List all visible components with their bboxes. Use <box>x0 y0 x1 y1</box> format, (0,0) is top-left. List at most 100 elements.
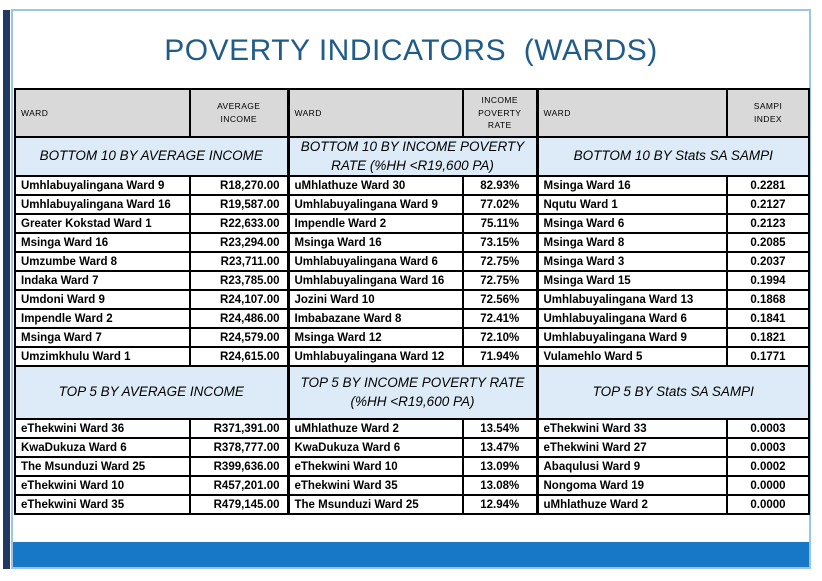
value-cell: R19,587.00 <box>189 194 289 215</box>
value-cell: 0.1771 <box>726 346 810 367</box>
ward-cell: eThekwini Ward 35 <box>286 475 464 496</box>
value-cell: 82.93% <box>462 175 538 196</box>
footer-accent-bar <box>13 542 809 567</box>
ward-cell: Indaka Ward 7 <box>14 270 191 291</box>
section-title-top5-income: TOP 5 BY AVERAGE INCOME <box>14 365 289 420</box>
col-header-sampi-index: SAMPI INDEX <box>726 88 810 138</box>
col-header-income-poverty-rate: INCOME POVERTY RATE <box>462 88 538 138</box>
ward-cell: Msinga Ward 15 <box>535 270 728 291</box>
poverty-indicators-table: WARD AVERAGE INCOME WARD INCOME POVERTY … <box>14 88 810 515</box>
ward-cell: uMhlathuze Ward 30 <box>286 175 464 196</box>
value-cell: 75.11% <box>462 213 538 234</box>
ward-cell: Umhlabuyalingana Ward 12 <box>286 346 464 367</box>
value-cell: 0.2037 <box>726 251 810 272</box>
table-row: eThekwini Ward 35 R479,145.00 The Msundu… <box>14 494 810 515</box>
value-cell: 0.2085 <box>726 232 810 253</box>
value-cell: R23,294.00 <box>189 232 289 253</box>
ward-cell: Impendle Ward 2 <box>286 213 464 234</box>
ward-cell: eThekwini Ward 33 <box>535 418 728 439</box>
ward-cell: Msinga Ward 3 <box>535 251 728 272</box>
value-cell: 0.2123 <box>726 213 810 234</box>
table-row: Umhlabuyalingana Ward 16 R19,587.00 Umhl… <box>14 194 810 215</box>
value-cell: R24,615.00 <box>189 346 289 367</box>
value-cell: 0.0000 <box>726 475 810 496</box>
ward-cell: eThekwini Ward 36 <box>14 418 191 439</box>
value-cell: 72.75% <box>462 270 538 291</box>
value-cell: R23,785.00 <box>189 270 289 291</box>
col-header-ward-sampi: WARD <box>535 88 728 138</box>
value-cell: R24,107.00 <box>189 289 289 310</box>
value-cell: 0.1868 <box>726 289 810 310</box>
ward-cell: eThekwini Ward 10 <box>286 456 464 477</box>
ward-cell: eThekwini Ward 35 <box>14 494 191 515</box>
ward-cell: Umhlabuyalingana Ward 9 <box>286 194 464 215</box>
ward-cell: Umhlabuyalingana Ward 6 <box>535 308 728 329</box>
value-cell: 77.02% <box>462 194 538 215</box>
table-row: The Msunduzi Ward 25 R399,636.00 eThekwi… <box>14 456 810 477</box>
value-cell: R18,270.00 <box>189 175 289 196</box>
section-title-bottom10-income: BOTTOM 10 BY AVERAGE INCOME <box>14 136 289 177</box>
value-cell: 13.09% <box>462 456 538 477</box>
section-title-top5-sampi: TOP 5 BY Stats SA SAMPI <box>535 365 810 420</box>
ward-cell: Msinga Ward 16 <box>286 232 464 253</box>
value-cell: 13.54% <box>462 418 538 439</box>
ward-cell: eThekwini Ward 27 <box>535 437 728 458</box>
table-row: Umzumbe Ward 8 R23,711.00 Umhlabuyalinga… <box>14 251 810 272</box>
ward-cell: uMhlathuze Ward 2 <box>535 494 728 515</box>
ward-cell: Msinga Ward 6 <box>535 213 728 234</box>
value-cell: 0.1994 <box>726 270 810 291</box>
ward-cell: uMhlathuze Ward 2 <box>286 418 464 439</box>
ward-cell: Nongoma Ward 19 <box>535 475 728 496</box>
value-cell: 73.15% <box>462 232 538 253</box>
col-header-average-income: AVERAGE INCOME <box>189 88 289 138</box>
ward-cell: KwaDukuza Ward 6 <box>14 437 191 458</box>
ward-cell: Umhlabuyalingana Ward 13 <box>535 289 728 310</box>
value-cell: 71.94% <box>462 346 538 367</box>
section-title-bottom10-sampi: BOTTOM 10 BY Stats SA SAMPI <box>535 136 810 177</box>
value-cell: 13.47% <box>462 437 538 458</box>
value-cell: 0.1821 <box>726 327 810 348</box>
ward-cell: Msinga Ward 16 <box>14 232 191 253</box>
ward-cell: Imbabazane Ward 8 <box>286 308 464 329</box>
value-cell: 12.94% <box>462 494 538 515</box>
value-cell: R378,777.00 <box>189 437 289 458</box>
table-row: Indaka Ward 7 R23,785.00 Umhlabuyalingan… <box>14 270 810 291</box>
value-cell: 0.0003 <box>726 418 810 439</box>
ward-cell: Impendle Ward 2 <box>14 308 191 329</box>
ward-cell: Msinga Ward 16 <box>535 175 728 196</box>
value-cell: 0.2127 <box>726 194 810 215</box>
ward-cell: Umhlabuyalingana Ward 16 <box>14 194 191 215</box>
bottom10-section-row: BOTTOM 10 BY AVERAGE INCOME BOTTOM 10 BY… <box>14 136 810 177</box>
ward-cell: Abaqulusi Ward 9 <box>535 456 728 477</box>
value-cell: R479,145.00 <box>189 494 289 515</box>
table-row: eThekwini Ward 10 R457,201.00 eThekwini … <box>14 475 810 496</box>
ward-cell: Msinga Ward 12 <box>286 327 464 348</box>
ward-cell: Umhlabuyalingana Ward 9 <box>535 327 728 348</box>
ward-cell: Umhlabuyalingana Ward 9 <box>14 175 191 196</box>
ward-cell: Jozini Ward 10 <box>286 289 464 310</box>
col-header-ward-income: WARD <box>14 88 191 138</box>
value-cell: 0.1841 <box>726 308 810 329</box>
value-cell: R399,636.00 <box>189 456 289 477</box>
page-title: POVERTY INDICATORS (WARDS) <box>164 34 658 67</box>
col-header-ward-poverty: WARD <box>286 88 464 138</box>
ward-cell: Umzumbe Ward 8 <box>14 251 191 272</box>
value-cell: R23,711.00 <box>189 251 289 272</box>
value-cell: R22,633.00 <box>189 213 289 234</box>
value-cell: 72.56% <box>462 289 538 310</box>
table-row: Impendle Ward 2 R24,486.00 Imbabazane Wa… <box>14 308 810 329</box>
ward-cell: Umdoni Ward 9 <box>14 289 191 310</box>
value-cell: R24,486.00 <box>189 308 289 329</box>
value-cell: 13.08% <box>462 475 538 496</box>
ward-cell: The Msunduzi Ward 25 <box>14 456 191 477</box>
section-title-bottom10-poverty: BOTTOM 10 BY INCOME POVERTY RATE (%HH <R… <box>286 136 538 177</box>
value-cell: 72.41% <box>462 308 538 329</box>
section-title-top5-poverty: TOP 5 BY INCOME POVERTY RATE (%HH <R19,6… <box>286 365 538 420</box>
value-cell: R457,201.00 <box>189 475 289 496</box>
table-header-row: WARD AVERAGE INCOME WARD INCOME POVERTY … <box>14 88 810 138</box>
ward-cell: Msinga Ward 7 <box>14 327 191 348</box>
ward-cell: Vulamehlo Ward 5 <box>535 346 728 367</box>
ward-cell: eThekwini Ward 10 <box>14 475 191 496</box>
table-row: Umhlabuyalingana Ward 9 R18,270.00 uMhla… <box>14 175 810 196</box>
